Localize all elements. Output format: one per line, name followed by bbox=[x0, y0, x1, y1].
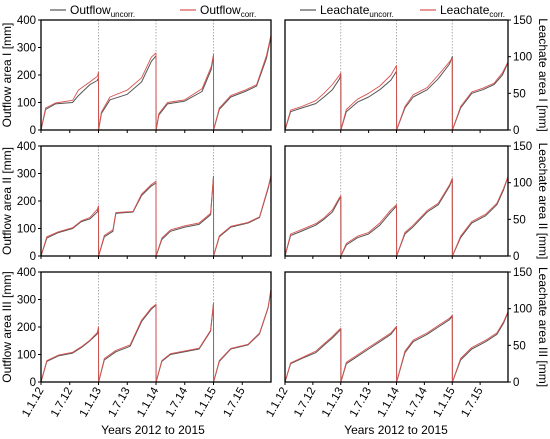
x-tick-label: 1.1.15 bbox=[193, 386, 219, 420]
legend-label: Outflowcorr. bbox=[200, 3, 256, 19]
y-tick-label: 100 bbox=[513, 304, 532, 316]
x-tick-label: 1.7.12 bbox=[292, 386, 318, 420]
x-tick-label: 1.1.15 bbox=[431, 386, 457, 420]
x-tick-label: 1.7.14 bbox=[164, 385, 191, 419]
y-tick-label: 200 bbox=[17, 196, 36, 208]
series-line-corrected bbox=[284, 176, 509, 257]
y-tick-label: 0 bbox=[513, 251, 519, 263]
x-axis-labels: Years 2012 to 2015 Years 2012 to 2015 bbox=[101, 423, 448, 437]
x-tick-label: 1.7.15 bbox=[221, 386, 247, 420]
y-tick-label: 100 bbox=[513, 178, 532, 190]
y-axis-label: Leachate area III [mm] bbox=[536, 267, 550, 387]
y-tick-label: 300 bbox=[17, 169, 36, 181]
y-tick-label: 0 bbox=[30, 125, 36, 137]
y-tick-label: 100 bbox=[17, 224, 36, 236]
x-tick-label: 1.7.14 bbox=[404, 385, 431, 419]
x-tick-label: 1.1.13 bbox=[320, 386, 346, 420]
y-tick-label: 400 bbox=[17, 267, 36, 279]
y-axis-label: Outflow area III [mm] bbox=[0, 271, 14, 382]
y-tick-label: 150 bbox=[513, 267, 532, 279]
series-line-corrected bbox=[284, 57, 509, 131]
y-tick-label: 200 bbox=[17, 70, 36, 82]
x-tick-label: 1.7.13 bbox=[106, 386, 132, 420]
y-tick-label: 0 bbox=[513, 377, 519, 389]
x-axis-title-left: Years 2012 to 2015 bbox=[101, 423, 205, 437]
x-tick-label: 1.1.12 bbox=[20, 386, 46, 420]
y-tick-label: 300 bbox=[17, 295, 36, 307]
y-tick-label: 200 bbox=[17, 322, 36, 334]
y-axis-label: Leachate area II [mm] bbox=[536, 143, 550, 260]
panel-4: 0 50 100 150 Leachate area II [mm] bbox=[284, 141, 550, 263]
x-axis-title-right: Years 2012 to 2015 bbox=[344, 423, 448, 437]
series-line-corrected bbox=[40, 175, 272, 257]
legend: Outflowuncorr. Outflowcorr. Leachateuncorr… bbox=[50, 3, 505, 19]
x-tick-label: 1.1.12 bbox=[264, 386, 290, 420]
y-tick-label: 150 bbox=[513, 141, 532, 153]
y-axis-label: Outflow area II [mm] bbox=[0, 147, 14, 255]
y-tick-label: 100 bbox=[17, 98, 36, 110]
y-tick-label: 50 bbox=[513, 214, 526, 226]
legend-label: Leachateuncorr. bbox=[320, 3, 394, 19]
y-tick-label: 0 bbox=[30, 251, 36, 263]
panel-2: 0 50 100 150 Leachate area I [mm] bbox=[284, 15, 550, 137]
x-tick-label: 1.1.14 bbox=[135, 385, 162, 419]
y-tick-label: 50 bbox=[513, 88, 526, 100]
x-tick-label: 1.7.15 bbox=[459, 386, 485, 420]
series-line-uncorrected bbox=[40, 175, 272, 257]
x-tick-label: 1.7.13 bbox=[348, 386, 374, 420]
y-tick-label: 400 bbox=[17, 141, 36, 153]
series-line-corrected bbox=[40, 35, 272, 131]
x-tick-label: 1.1.14 bbox=[376, 385, 403, 419]
y-tick-label: 300 bbox=[17, 43, 36, 55]
x-tick-label: 1.1.13 bbox=[78, 386, 104, 420]
y-tick-label: 150 bbox=[513, 15, 532, 27]
y-tick-label: 0 bbox=[30, 377, 36, 389]
y-axis-label: Leachate area I [mm] bbox=[536, 18, 550, 131]
y-axis-label: Outflow area I [mm] bbox=[0, 23, 14, 128]
series-line-corrected bbox=[40, 289, 272, 383]
y-tick-label: 400 bbox=[17, 15, 36, 27]
y-tick-label: 100 bbox=[17, 350, 36, 362]
legend-label: Leachatecorr. bbox=[440, 3, 505, 19]
legend-label: Outflowuncorr. bbox=[70, 3, 135, 19]
y-tick-label: 0 bbox=[513, 125, 519, 137]
series-line-corrected bbox=[284, 311, 509, 383]
y-tick-label: 50 bbox=[513, 340, 526, 352]
x-tick-label: 1.7.12 bbox=[49, 386, 75, 420]
y-tick-label: 100 bbox=[513, 52, 532, 64]
